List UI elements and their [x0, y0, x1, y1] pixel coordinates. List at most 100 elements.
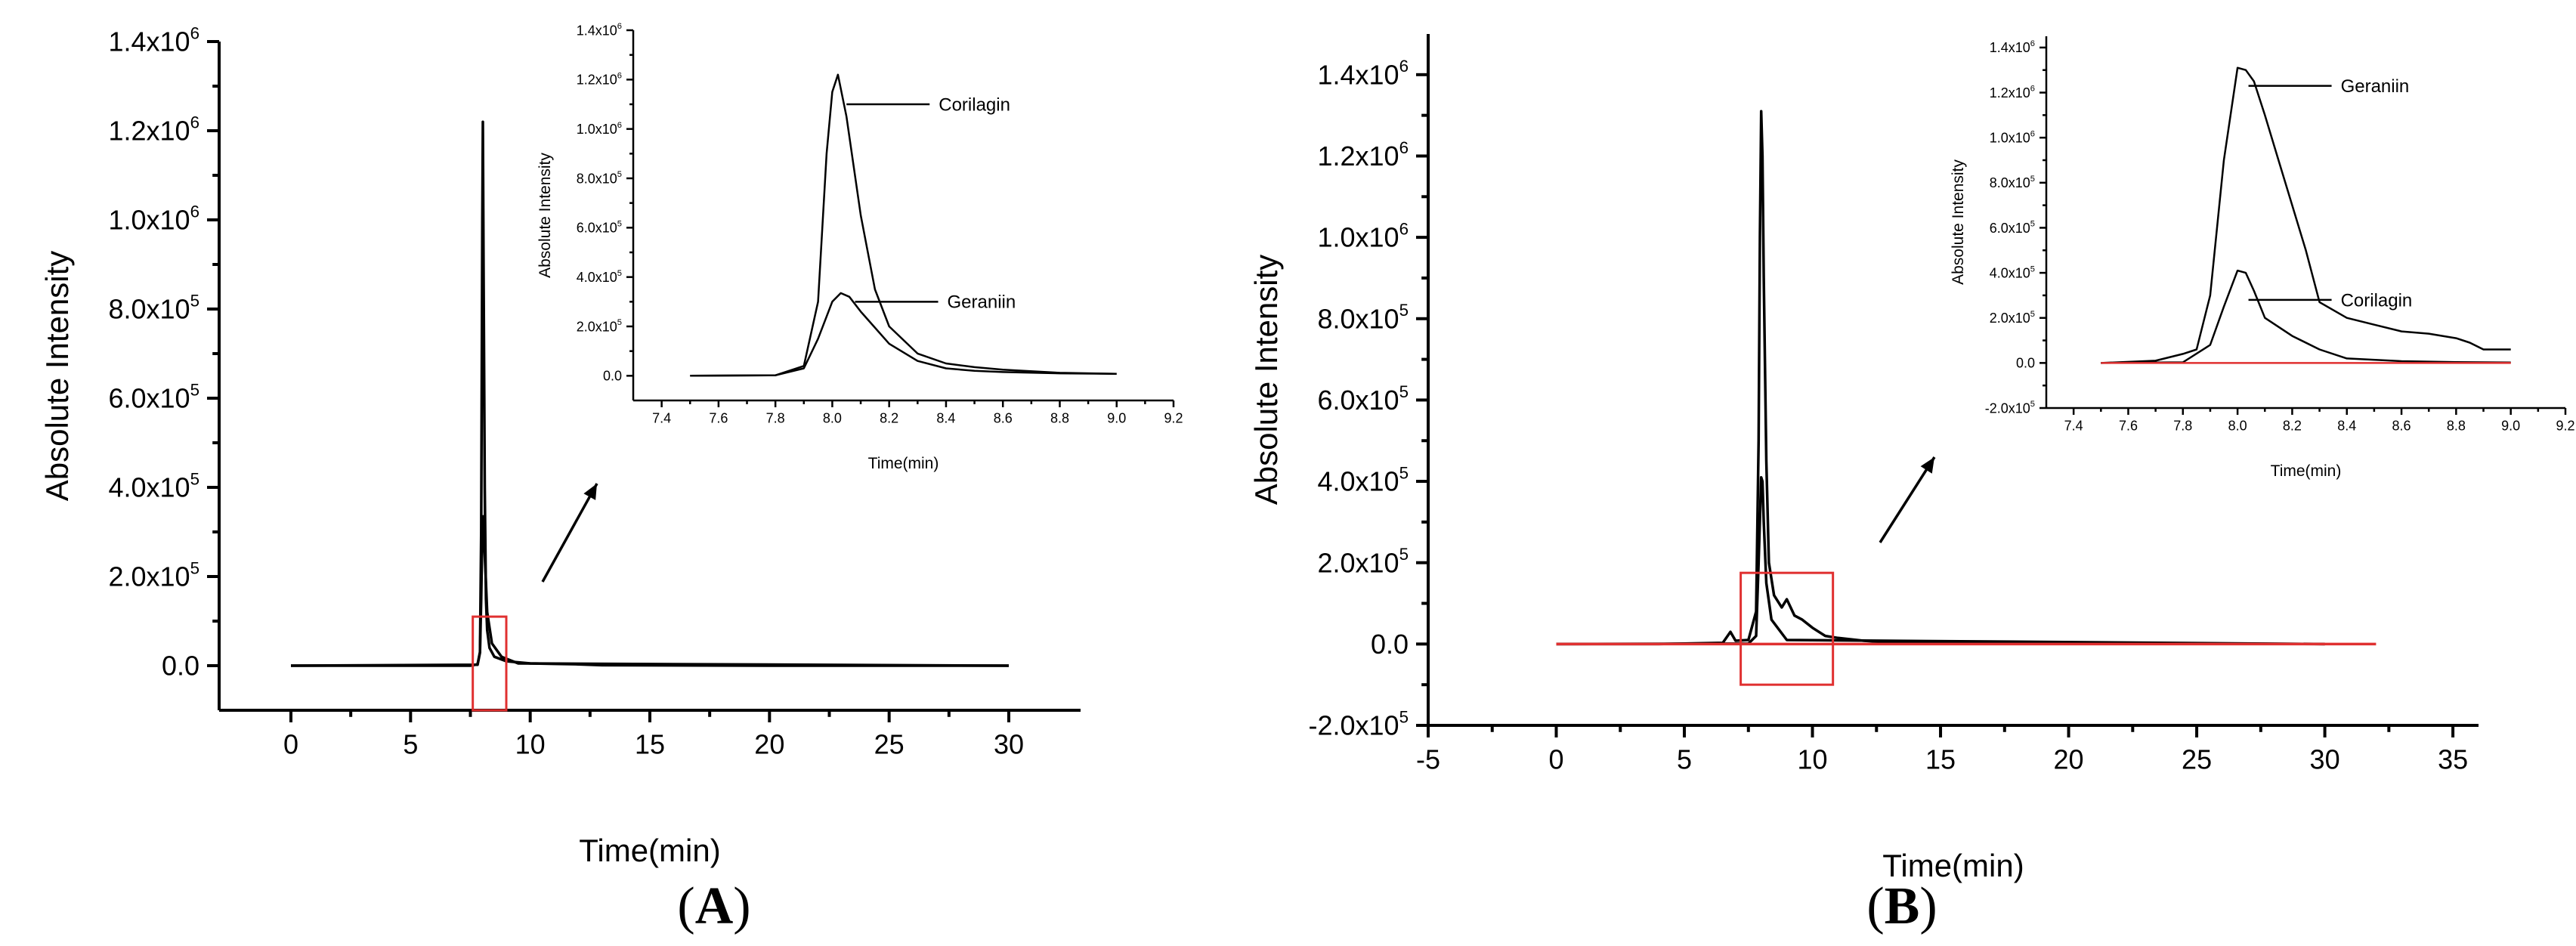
chart-a-y-tick-label: 0.0: [162, 651, 199, 682]
chart-a-zoom-arrow-shaft: [541, 483, 598, 583]
chart-b-inset-series-line-geraniin: [2101, 66, 2511, 364]
chart-a-inset-annotation-label: Geraniin: [948, 292, 1016, 313]
chart-b-inset-x-tick-label: 8.2: [2283, 419, 2302, 434]
chart-a-inset-x-axis-label: Time(min): [868, 455, 939, 472]
chart-a-y-tick-label: 1.0x106: [108, 202, 199, 235]
chart-b-inset-x-tick-label: 8.6: [2392, 419, 2411, 434]
chart-b-inset-y-tick-label: 8.0x105: [1990, 175, 2035, 190]
chart-b-inset-y-axis-label: Absolute Intensity: [1950, 159, 1967, 285]
chart-b-inset-x-tick-label: 7.8: [2173, 419, 2192, 434]
chart-b-inset-x-tick-label: 7.6: [2119, 419, 2138, 434]
chart-a: 0.0 2.0x105 4.0x105 6.0x105 8.0x105 1.0x106 1.…: [39, 22, 1183, 868]
chart-a-zoom-arrow-head: [583, 484, 597, 500]
chart-b-inset-y-tick-label: 1.0x106: [1990, 129, 2035, 145]
chart-b-x-tick-label: 30: [2310, 744, 2340, 774]
chart-a-inset-y-tick-label: 2.0x105: [577, 318, 622, 334]
chart-b-inset-annotation-label: Corilagin: [2341, 290, 2413, 311]
chart-a-inset-y-tick-label: 0.0: [603, 369, 622, 384]
chart-a-y-axis-label: Absolute Intensity: [39, 251, 75, 502]
chart-b-inset-y-tick-label: 4.0x105: [1990, 264, 2035, 280]
chart-b-inset-y-tick-label: -2.0x105: [1985, 400, 2035, 416]
chart-b-y-axis-label: Absolute Intensity: [1248, 255, 1284, 505]
chart-b-x-axis-label: Time(min): [1882, 848, 2024, 883]
chart-b-inset-annotation-label: Geraniin: [2341, 76, 2410, 97]
chart-a-inset-series-line-geraniin: [690, 292, 1117, 377]
chart-b-inset-x-tick-label: 9.2: [2556, 419, 2574, 434]
chart-b-y-tick-label: 1.0x106: [1317, 220, 1409, 253]
chart-a-inset-y-tick-label: 1.4x106: [577, 22, 622, 38]
chart-b-inset-x-tick-label: 9.0: [2501, 419, 2520, 434]
chart-a-y-tick-label: 1.4x106: [108, 23, 199, 57]
chart-b-y-tick-label: 4.0x105: [1317, 463, 1409, 496]
chart-a-inset-y-tick-label: 1.0x106: [577, 121, 622, 137]
chart-b-inset-x-tick-label: 8.8: [2447, 419, 2466, 434]
chart-b-series-line-corilagin: [1556, 475, 2325, 646]
chart-a-x-tick-label: 0: [283, 728, 298, 759]
chart-b-inset-y-tick-label: 2.0x105: [1990, 310, 2035, 326]
chart-a-inset-x-tick-label: 8.4: [936, 411, 955, 426]
chart-a-zoom-highlight-box: [472, 615, 508, 712]
chart-b-inset-series-line-corilagin: [2101, 269, 2511, 364]
chart-b-x-tick-label: 15: [1925, 744, 1956, 774]
panel-label-b: (B): [1866, 877, 1937, 935]
chart-a-inset-y-axis-label: Absolute Intensity: [537, 153, 554, 278]
chart-b-inset-y-tick-label: 1.4x106: [1990, 39, 2035, 55]
chart-a-y-tick-label: 4.0x105: [108, 469, 199, 502]
chart-a-inset-y-tick-label: 6.0x105: [577, 220, 622, 236]
chart-a-x-axis-label: Time(min): [579, 833, 720, 868]
chart-a-series-line-geraniin: [290, 515, 1010, 667]
chart-a-x-tick-label: 20: [754, 728, 784, 759]
chart-b-x-tick-label: 0: [1548, 744, 1563, 774]
chart-b-zoom-arrow-shaft: [1879, 456, 1936, 543]
chart-a-x-tick-label: 15: [635, 728, 665, 759]
chart-a-inset-y-tick-label: 1.2x106: [577, 72, 622, 88]
chart-b-x-tick-label: 5: [1677, 744, 1692, 774]
chart-a-inset-y-tick-label: 8.0x105: [577, 170, 622, 186]
chart-a-inset-annotation-label: Corilagin: [939, 94, 1010, 115]
chart-a-inset-series-line-corilagin: [690, 73, 1117, 377]
chart-a-x-tick-label: 10: [515, 728, 546, 759]
chart-a-inset-y-tick-label: 4.0x105: [577, 269, 622, 285]
chart-a-inset-x-tick-label: 8.0: [823, 411, 842, 426]
chart-b-inset-x-tick-label: 7.4: [2064, 419, 2083, 434]
chart-b-y-tick-label: 1.4x106: [1317, 57, 1409, 90]
chart-a-inset-x-tick-label: 8.8: [1050, 411, 1069, 426]
chart-a-inset-x-tick-label: 7.8: [766, 411, 785, 426]
chart-a-x-tick-label: 5: [403, 728, 418, 759]
chart-b-x-tick-label: 10: [1798, 744, 1828, 774]
chart-a-y-tick-label: 8.0x105: [108, 291, 199, 324]
chart-b-inset: -2.0x105 0.0 2.0x105 4.0x105 6.0x105 8.0x105 1…: [1950, 36, 2575, 480]
chart-b-y-tick-label: 8.0x105: [1317, 301, 1409, 334]
panel-label-a: (A): [677, 877, 750, 935]
chart-b-zoom-highlight-box: [1739, 571, 1835, 686]
chart-b-inset-x-tick-label: 8.4: [2337, 419, 2356, 434]
chart-a-inset-x-tick-label: 8.6: [994, 411, 1013, 426]
chart-b-x-tick-label: -5: [1416, 744, 1440, 774]
chart-b-x-tick-label: 25: [2182, 744, 2212, 774]
chart-a-inset-x-tick-label: 7.4: [652, 411, 671, 426]
chart-a-inset-x-tick-label: 9.2: [1164, 411, 1183, 426]
chart-b-inset-y-tick-label: 6.0x105: [1990, 220, 2035, 236]
chart-b-inset-x-tick-label: 8.0: [2228, 419, 2247, 434]
chart-a-y-tick-label: 2.0x105: [108, 558, 199, 592]
chart-b-inset-y-tick-label: 1.2x106: [1990, 85, 2035, 100]
chart-b-y-tick-label: 6.0x105: [1317, 382, 1409, 416]
chart-b-inset-x-axis-label: Time(min): [2271, 462, 2342, 480]
chart-a-x-tick-label: 25: [874, 728, 905, 759]
chart-a-y-tick-label: 6.0x105: [108, 380, 199, 413]
chart-b-y-tick-label: -2.0x105: [1309, 707, 1409, 740]
chart-a-y-tick-label: 1.2x106: [108, 113, 199, 146]
chart-b-y-tick-label: 2.0x105: [1317, 545, 1409, 578]
chart-b: -2.0x105 0.0 2.0x105 4.0x105 6.0x105 8.0x105 1…: [1248, 34, 2575, 883]
chart-b-y-tick-label: 1.2x106: [1317, 138, 1409, 172]
chart-a-x-tick-label: 30: [994, 728, 1024, 759]
chart-b-inset-y-tick-label: 0.0: [2016, 356, 2035, 371]
chart-b-x-tick-label: 35: [2438, 744, 2468, 774]
chart-a-inset-x-tick-label: 9.0: [1107, 411, 1126, 426]
chart-b-x-tick-label: 20: [2054, 744, 2084, 774]
chart-a-inset-x-tick-label: 8.2: [880, 411, 898, 426]
chart-b-zoom-arrow-head: [1920, 457, 1934, 474]
chart-a-inset: 0.0 2.0x105 4.0x105 6.0x105 8.0x105 1.0x106 1.…: [537, 22, 1183, 472]
chart-b-y-tick-label: 0.0: [1371, 629, 1409, 660]
